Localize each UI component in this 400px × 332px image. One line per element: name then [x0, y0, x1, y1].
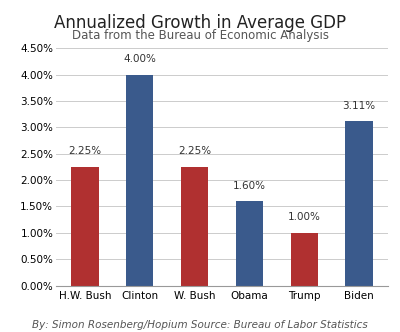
Text: 1.00%: 1.00%	[288, 212, 321, 222]
Bar	[181, 167, 208, 286]
Bar	[236, 201, 263, 286]
Text: 3.11%: 3.11%	[343, 101, 376, 111]
Bar	[290, 233, 318, 286]
Bar	[346, 122, 373, 286]
Bar	[126, 74, 154, 286]
Bar	[71, 167, 98, 286]
Text: 1.60%: 1.60%	[233, 181, 266, 191]
Text: 2.25%: 2.25%	[178, 146, 211, 156]
Text: 2.25%: 2.25%	[68, 146, 101, 156]
Text: 4.00%: 4.00%	[123, 54, 156, 64]
Text: Data from the Bureau of Economic Analysis: Data from the Bureau of Economic Analysi…	[72, 30, 328, 42]
Text: Annualized Growth in Average GDP: Annualized Growth in Average GDP	[54, 14, 346, 32]
Text: By: Simon Rosenberg/Hopium Source: Bureau of Labor Statistics: By: Simon Rosenberg/Hopium Source: Burea…	[32, 320, 368, 330]
